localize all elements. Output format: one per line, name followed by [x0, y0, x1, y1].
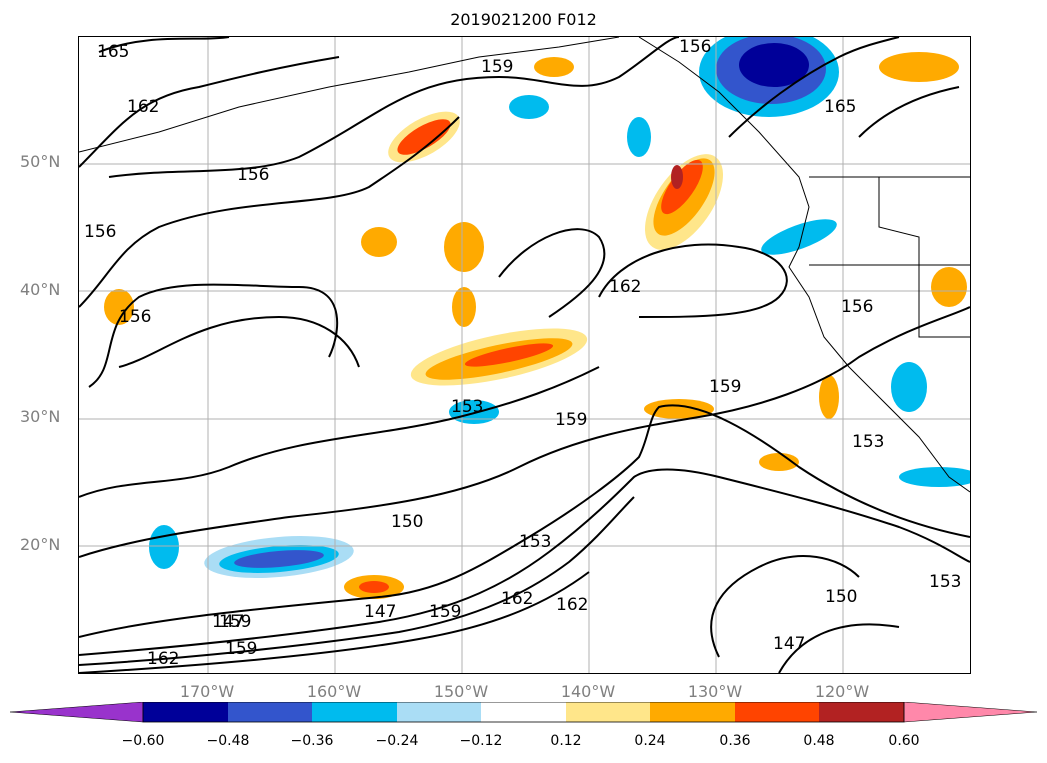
- colorbar-tick: 0.12: [550, 733, 582, 749]
- colorbar-bin: [735, 702, 819, 722]
- colorbar-tick: 0.48: [803, 733, 835, 749]
- contour-label: 150: [825, 587, 857, 607]
- contour-label: 150: [391, 512, 423, 532]
- colorbar-extend-low: [10, 702, 144, 723]
- contour-label: 159: [555, 410, 587, 430]
- contour-label: 165: [824, 97, 856, 117]
- contour-label: 162: [147, 649, 179, 669]
- contour-label: 147: [773, 634, 805, 654]
- colorbar-tick: −0.36: [290, 733, 334, 749]
- contour-label: 159: [225, 639, 257, 659]
- lat-label: 50°N: [20, 152, 61, 171]
- graticule: [79, 37, 970, 673]
- map-canvas: 165 162 159 156 156 156 153 150 147 162 …: [79, 37, 970, 673]
- colorbar-tick: 0.60: [888, 733, 920, 749]
- colorbar-bin: [566, 702, 650, 722]
- coastlines: [79, 37, 970, 493]
- colorbar-bin: [228, 702, 312, 722]
- lon-label: 160°W: [306, 682, 362, 701]
- map-area: 165 162 159 156 156 156 153 150 147 162 …: [78, 36, 971, 674]
- contour-label: 153: [519, 532, 551, 552]
- lon-label: 170°W: [179, 682, 235, 701]
- lat-label: 40°N: [20, 280, 61, 299]
- colorbar-tick: −0.12: [459, 733, 503, 749]
- contour-labels: 165 162 159 156 156 156 153 150 147 162 …: [84, 37, 961, 669]
- colorbar-tick: 0.36: [719, 733, 751, 749]
- contour-label: 162: [501, 589, 533, 609]
- colorbar-bin: [650, 702, 735, 722]
- colorbar: [10, 702, 1037, 723]
- lon-label: 150°W: [433, 682, 489, 701]
- contour-label: 147: [364, 602, 396, 622]
- colorbar-bin: [819, 702, 904, 722]
- colorbar-tick: −0.48: [206, 733, 250, 749]
- contour-label: 156: [237, 165, 269, 185]
- contour-label: 153: [852, 432, 884, 452]
- contour-label: 153: [929, 572, 961, 592]
- contour-label: 162: [556, 595, 588, 615]
- contour-label: 162: [609, 277, 641, 297]
- contour-label: 159: [709, 377, 741, 397]
- colorbar-tick: −0.60: [121, 733, 165, 749]
- shaded-fields: [104, 37, 970, 599]
- colorbar-bin: [143, 702, 228, 722]
- colorbar-bin: [397, 702, 481, 722]
- lon-label: 120°W: [814, 682, 870, 701]
- contour-label: 159: [481, 57, 513, 77]
- lon-label: 140°W: [560, 682, 616, 701]
- colorbar-bin: [312, 702, 397, 722]
- contour-label: 156: [679, 37, 711, 57]
- contour-label: 159: [219, 612, 251, 632]
- contour-label: 156: [841, 297, 873, 317]
- colorbar-extend-high: [903, 702, 1037, 723]
- map-title: 2019021200 F012: [450, 10, 597, 29]
- colorbar-tick: 0.24: [634, 733, 666, 749]
- contour-label: 156: [84, 222, 116, 242]
- lat-label: 20°N: [20, 535, 61, 554]
- colorbar-tick: −0.24: [375, 733, 419, 749]
- contour-label: 153: [451, 397, 483, 417]
- contour-label: 162: [127, 97, 159, 117]
- contour-label: 147: [212, 612, 244, 632]
- height-contours: [79, 37, 970, 673]
- lat-label: 30°N: [20, 407, 61, 426]
- colorbar-bin: [481, 702, 566, 722]
- lon-label: 130°W: [687, 682, 743, 701]
- contour-label: 165: [97, 42, 129, 62]
- contour-label: 159: [429, 602, 461, 622]
- contour-label: 156: [119, 307, 151, 327]
